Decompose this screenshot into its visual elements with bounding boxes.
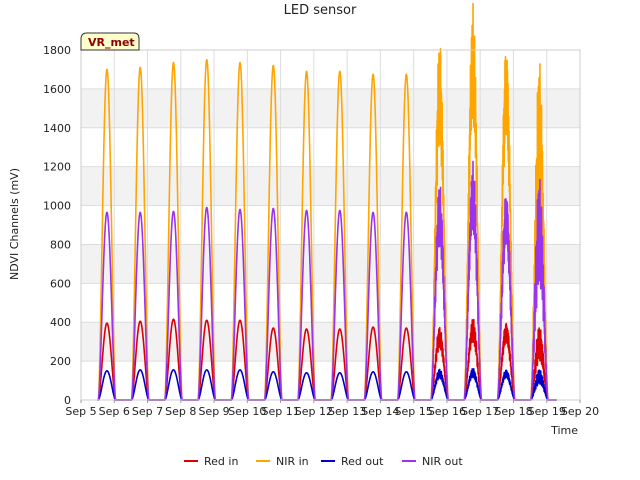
x-tick-label: Sep 17 xyxy=(461,405,499,418)
plot-frame xyxy=(80,49,581,401)
legend-label: NIR in xyxy=(276,455,309,468)
x-tick-label: Sep 5 xyxy=(65,405,96,418)
legend-label: Red in xyxy=(204,455,238,468)
plot-background-bands xyxy=(81,50,580,400)
background-band xyxy=(81,244,580,284)
x-tick-label: Sep 19 xyxy=(528,405,566,418)
background-band xyxy=(81,322,580,362)
x-tick-label: Sep 11 xyxy=(261,405,299,418)
x-tick-label: Sep 13 xyxy=(328,405,366,418)
y-axis-label: NDVI Channels (mV) xyxy=(8,168,21,280)
legend-label: Red out xyxy=(341,455,384,468)
y-tick-label: 800 xyxy=(50,238,71,251)
x-tick-label: Sep 15 xyxy=(395,405,433,418)
background-band xyxy=(81,166,580,206)
station-badge: VR_met xyxy=(80,32,140,51)
background-band xyxy=(81,283,580,323)
y-tick-label: 1000 xyxy=(43,200,71,213)
x-axis-label: Time xyxy=(550,424,578,437)
y-tick-label: 1600 xyxy=(43,83,71,96)
y-tick-label: 0 xyxy=(64,394,71,407)
x-tick-label: Sep 12 xyxy=(295,405,333,418)
chart-title: LED sensor xyxy=(284,3,357,18)
x-tick-label: Sep 20 xyxy=(561,405,599,418)
station-badge-label: VR_met xyxy=(88,36,135,49)
background-band xyxy=(81,50,580,89)
x-tick-label: Sep 8 xyxy=(165,405,196,418)
legend-label: NIR out xyxy=(422,455,463,468)
x-tick-label: Sep 7 xyxy=(132,405,163,418)
x-tick-label: Sep 9 xyxy=(198,405,229,418)
background-band xyxy=(81,361,580,400)
x-tick-label: Sep 10 xyxy=(228,405,266,418)
legend: Red in NIR in Red out NIR out xyxy=(184,455,463,468)
y-tick-label: 1400 xyxy=(43,122,71,135)
y-tick-label: 1800 xyxy=(43,44,71,57)
y-tick-label: 600 xyxy=(50,277,71,290)
x-tick-label: Sep 18 xyxy=(494,405,532,418)
y-tick-label: 400 xyxy=(50,316,71,329)
y-tick-label: 200 xyxy=(50,355,71,368)
background-band xyxy=(81,205,580,245)
x-tick-label: Sep 14 xyxy=(361,405,399,418)
y-tick-label: 1200 xyxy=(43,161,71,174)
x-tick-label: Sep 16 xyxy=(428,405,466,418)
background-band xyxy=(81,127,580,167)
y-axis-ticks: 0 200 400 600 800 1000 1200 1400 1600 1800 xyxy=(43,44,71,407)
x-tick-label: Sep 6 xyxy=(99,405,130,418)
background-band xyxy=(81,88,580,128)
